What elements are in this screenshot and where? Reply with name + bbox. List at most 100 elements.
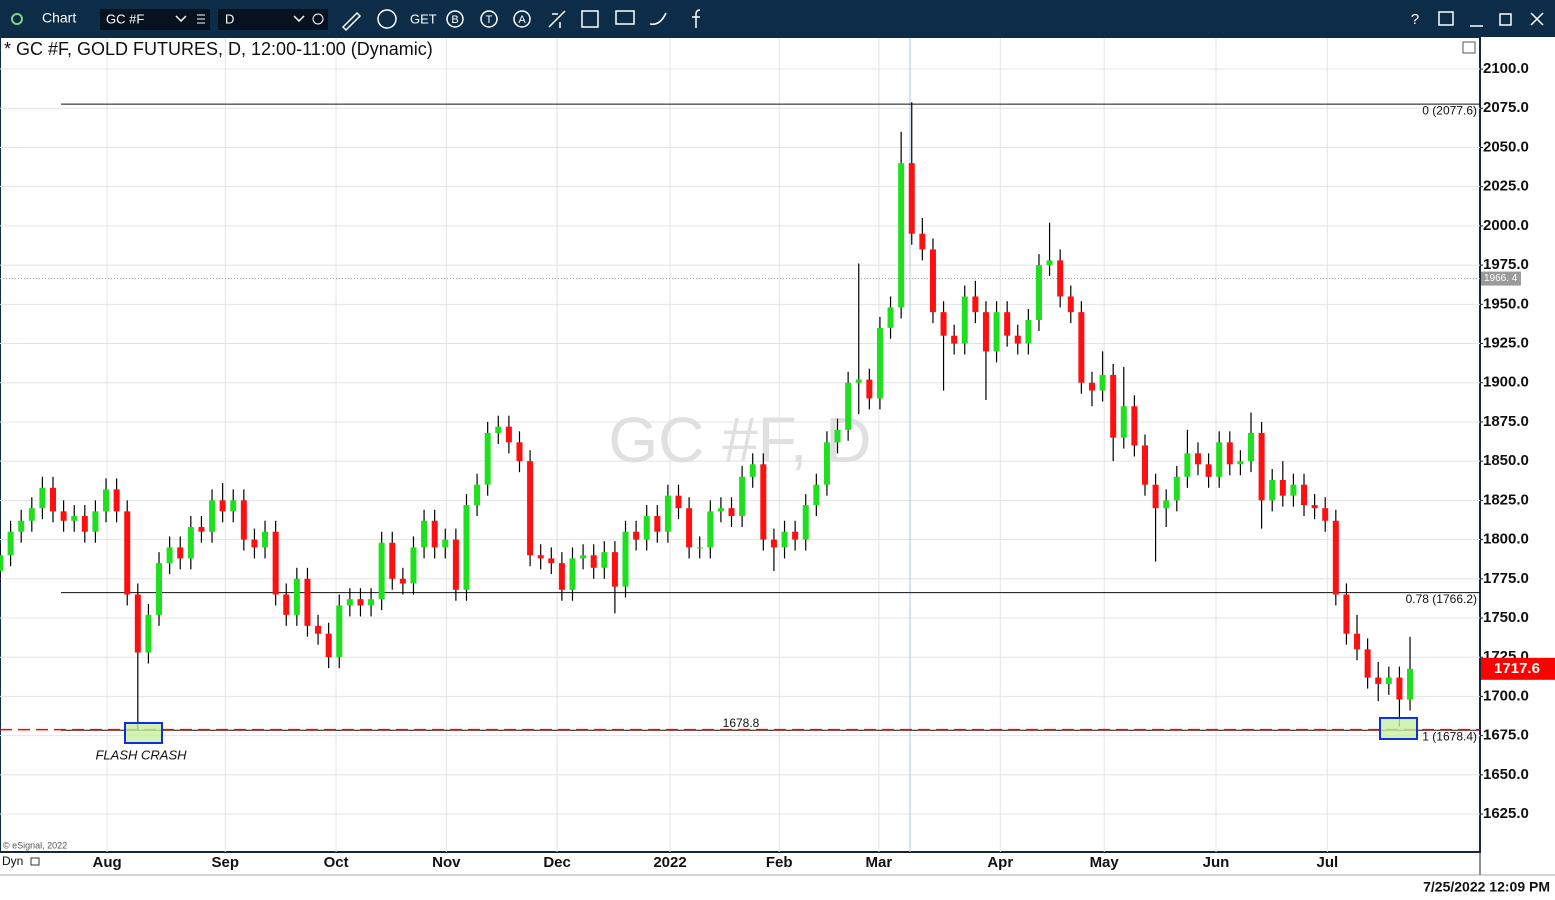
b-icon[interactable]	[446, 10, 464, 28]
comment-icon[interactable]	[615, 10, 635, 25]
candle-body	[346, 599, 353, 606]
support-label: 1678.8	[723, 716, 760, 730]
draw-icon[interactable]	[341, 11, 362, 32]
candle-body	[1279, 479, 1286, 496]
twitter-icon[interactable]	[649, 12, 667, 26]
candle-body	[71, 516, 78, 521]
candle-body	[219, 500, 226, 512]
candle-body	[452, 539, 459, 590]
y-tick-label: 2050.0	[1483, 138, 1529, 155]
candle-body	[92, 511, 99, 532]
menu-icon[interactable]	[197, 14, 205, 24]
candle-body	[463, 505, 470, 590]
x-tick-label: Nov	[432, 854, 461, 871]
mode-label: Dyn	[2, 854, 23, 868]
study-icon[interactable]	[377, 9, 397, 29]
candle-body	[622, 531, 629, 587]
candle-body	[919, 233, 926, 250]
candle-body	[961, 296, 968, 344]
candle-body	[664, 495, 671, 532]
candle-body	[675, 495, 682, 509]
last-price-box	[1481, 657, 1555, 680]
clock-icon[interactable]	[312, 13, 324, 25]
candle-body	[929, 249, 936, 313]
candle-body	[399, 578, 406, 584]
candle-body	[50, 487, 57, 512]
candle-body	[368, 599, 375, 606]
tool-icon[interactable]	[548, 10, 566, 28]
y-tick-label: 1625.0	[1483, 805, 1529, 822]
dropdown-arrow[interactable]	[175, 15, 187, 23]
candle-body	[802, 505, 809, 540]
chart-icon	[11, 13, 23, 25]
y-tick-label: 1900.0	[1483, 374, 1529, 391]
candle-body	[1046, 260, 1053, 266]
x-tick-label: Jul	[1316, 854, 1338, 871]
candle-body	[134, 594, 141, 653]
candle-body	[1067, 296, 1074, 313]
get-button[interactable]: GET	[410, 11, 437, 26]
candle-body	[951, 335, 958, 344]
y-tick-label: 1800.0	[1483, 531, 1529, 548]
a-icon[interactable]	[513, 10, 531, 28]
candle-body	[707, 511, 714, 548]
t-icon[interactable]	[480, 10, 498, 28]
x-tick-label: 2022	[653, 854, 686, 871]
candle-body	[60, 511, 67, 521]
candle-body	[336, 605, 343, 658]
candle-body	[1099, 374, 1106, 391]
y-tick-label: 1925.0	[1483, 334, 1529, 351]
x-tick-label: Oct	[324, 854, 349, 871]
candle-body	[1226, 442, 1233, 465]
edit-icon[interactable]	[581, 10, 599, 28]
candle-body	[304, 578, 311, 626]
y-tick-label: 1675.0	[1483, 727, 1529, 744]
candle-body	[569, 558, 576, 590]
candle-body	[601, 552, 608, 568]
candle-body	[1163, 500, 1170, 509]
x-tick-label: Sep	[212, 854, 240, 871]
candle-body	[855, 379, 862, 383]
candle-body	[1141, 445, 1148, 485]
candle-body	[590, 555, 597, 568]
help-button[interactable]: ?	[1411, 11, 1419, 28]
x-tick-label: Mar	[866, 854, 893, 871]
candle-body	[1057, 260, 1064, 297]
candle-body	[1110, 374, 1117, 438]
lock-icon[interactable]	[30, 857, 40, 866]
candle-body	[81, 516, 88, 532]
y-tick-label: 1700.0	[1483, 687, 1529, 704]
interval-input[interactable]	[218, 9, 328, 30]
window-icon[interactable]	[1438, 11, 1454, 26]
candle-body	[113, 489, 120, 512]
candle-body	[1184, 453, 1191, 477]
candle-body	[993, 312, 1000, 352]
candle-body	[378, 542, 385, 600]
symbol-input[interactable]	[100, 9, 210, 30]
candle-body	[187, 527, 194, 559]
candle-body	[389, 542, 396, 579]
fib-label: 0.78 (1766.2)	[1406, 592, 1477, 606]
y-tick-label: 1950.0	[1483, 295, 1529, 312]
candle-body	[760, 464, 767, 540]
x-tick-label: Dec	[543, 854, 571, 871]
y-tick-label: 1975.0	[1483, 256, 1529, 273]
x-tick-label: Jun	[1203, 854, 1230, 871]
b-label: B	[451, 14, 458, 26]
y-tick-label: 1650.0	[1483, 766, 1529, 783]
candle-body	[28, 508, 35, 521]
panel-icon[interactable]	[1462, 41, 1476, 54]
y-tick-label: 1775.0	[1483, 570, 1529, 587]
candle-body	[548, 558, 555, 564]
x-tick-label: May	[1090, 854, 1120, 871]
candle-body	[1364, 649, 1371, 678]
restore-button[interactable]	[1499, 13, 1512, 26]
candle-body	[1258, 432, 1265, 501]
close-button[interactable]	[1530, 12, 1544, 26]
highlight-box	[124, 722, 163, 744]
candle-body	[431, 520, 438, 548]
candle-body	[1014, 335, 1021, 344]
dropdown-arrow[interactable]	[293, 15, 305, 23]
y-tick-label: 2025.0	[1483, 178, 1529, 195]
facebook-icon[interactable]	[692, 9, 701, 28]
